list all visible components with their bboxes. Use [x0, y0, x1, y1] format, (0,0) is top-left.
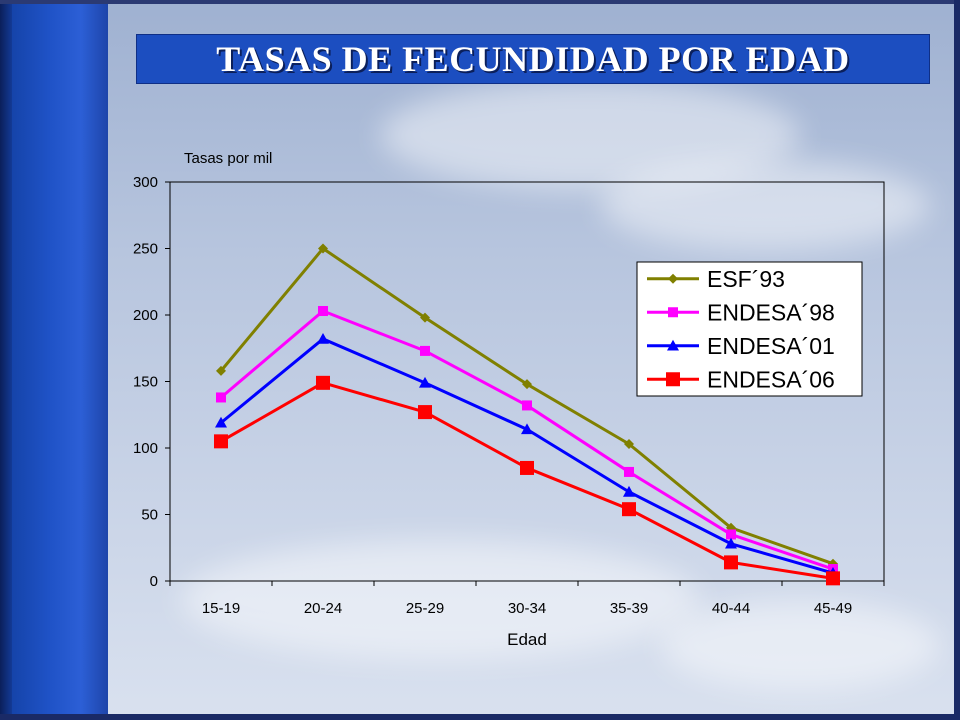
- left-accent-bar: [0, 0, 108, 720]
- data-point: [420, 312, 430, 323]
- data-point: [214, 434, 228, 449]
- x-tick-label: 45-49: [814, 600, 852, 617]
- cloud-decoration: [180, 540, 700, 660]
- legend-swatch-marker: [668, 273, 678, 284]
- x-tick-label: 35-39: [610, 600, 648, 617]
- title-banner: TASAS DE FECUNDIDAD POR EDAD: [136, 34, 930, 84]
- x-tick-label: 40-44: [712, 600, 750, 617]
- data-point: [317, 332, 329, 344]
- left-accent-edge: [0, 0, 12, 720]
- data-point: [318, 243, 328, 254]
- legend-label: ENDESA´01: [707, 333, 835, 359]
- slide-border-bottom: [0, 714, 960, 720]
- y-tick-label: 50: [141, 507, 158, 524]
- y-tick-label: 250: [133, 241, 158, 258]
- cloud-decoration: [600, 160, 930, 250]
- x-tick-label: 15-19: [202, 600, 240, 617]
- data-point: [216, 392, 226, 403]
- data-point: [826, 571, 840, 586]
- data-point: [418, 405, 432, 420]
- cloud-decoration: [660, 600, 940, 690]
- data-point: [420, 345, 430, 356]
- legend-label: ESF´93: [707, 266, 785, 292]
- legend-swatch-marker: [666, 372, 680, 387]
- data-point: [622, 502, 636, 517]
- legend-swatch-marker: [667, 339, 679, 351]
- slide-border-right: [954, 0, 960, 720]
- x-tick-label: 20-24: [304, 600, 342, 617]
- x-tick-label: 25-29: [406, 600, 444, 617]
- y-axis-label: Tasas por mil: [184, 150, 272, 167]
- data-point: [318, 306, 328, 317]
- legend-swatch-marker: [668, 307, 678, 318]
- data-point: [624, 466, 634, 477]
- x-tick-label: 30-34: [508, 600, 546, 617]
- cloud-decoration: [380, 80, 800, 190]
- data-point: [520, 460, 534, 475]
- y-tick-label: 100: [133, 440, 158, 457]
- data-point: [724, 555, 738, 570]
- data-point: [316, 375, 330, 390]
- y-tick-label: 300: [133, 174, 158, 191]
- slide-border-top: [0, 0, 960, 4]
- x-axis-label: Edad: [507, 630, 547, 649]
- data-point: [725, 537, 737, 549]
- data-point: [623, 485, 635, 497]
- data-point: [522, 400, 532, 411]
- data-point: [521, 423, 533, 435]
- slide-title: TASAS DE FECUNDIDAD POR EDAD: [216, 39, 850, 79]
- data-point: [522, 379, 532, 390]
- data-point: [216, 365, 226, 376]
- series-line-3: [220, 381, 834, 580]
- y-tick-label: 200: [133, 307, 158, 324]
- data-point: [215, 416, 227, 428]
- legend-label: ENDESA´06: [707, 366, 835, 392]
- data-point: [419, 376, 431, 388]
- data-point: [624, 439, 634, 450]
- y-tick-label: 150: [133, 374, 158, 391]
- data-point: [726, 529, 736, 540]
- y-tick-label: 0: [150, 573, 158, 590]
- legend-label: ENDESA´98: [707, 299, 835, 325]
